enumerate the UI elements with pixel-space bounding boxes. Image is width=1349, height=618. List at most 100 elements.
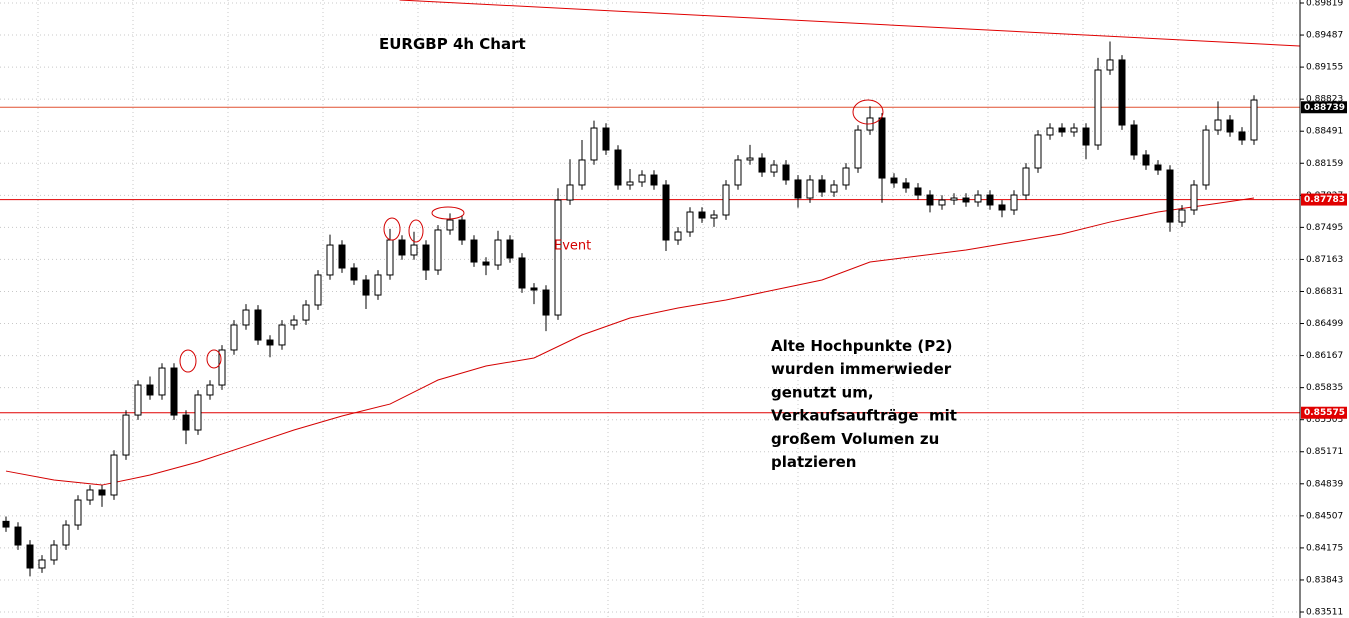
y-tick-label: 0.86831 bbox=[1306, 287, 1343, 297]
candle-body bbox=[554, 199, 562, 316]
candle-body bbox=[590, 127, 598, 161]
candle-body bbox=[782, 164, 790, 181]
candle-body bbox=[962, 197, 970, 203]
y-tick-label: 0.89155 bbox=[1306, 63, 1343, 73]
circle bbox=[431, 206, 465, 220]
candle-body bbox=[998, 204, 1006, 211]
candle-body bbox=[1154, 164, 1162, 171]
candle-body bbox=[818, 179, 826, 193]
level-badge bbox=[1301, 101, 1347, 114]
candle-body bbox=[578, 159, 586, 186]
y-tick-label: 0.88823 bbox=[1306, 95, 1343, 105]
highlight-circles bbox=[179, 99, 884, 373]
candle-body bbox=[194, 394, 202, 431]
y-tick-label: 0.83511 bbox=[1306, 608, 1343, 618]
circle bbox=[179, 349, 197, 373]
candle-body bbox=[686, 211, 694, 233]
candle-body bbox=[74, 499, 82, 526]
candle-body bbox=[350, 267, 358, 281]
candle-body bbox=[650, 174, 658, 186]
candle-body bbox=[446, 219, 454, 231]
candle-body bbox=[1118, 59, 1126, 126]
candle-body bbox=[1010, 194, 1018, 211]
candle-body bbox=[302, 304, 310, 321]
note-line: wurden immerwieder bbox=[771, 360, 952, 378]
level-label: 0.85575 bbox=[1304, 408, 1345, 418]
candle-body bbox=[530, 287, 538, 291]
candle-body bbox=[1250, 99, 1258, 141]
candle-body bbox=[230, 324, 238, 351]
note-line: genutzt um, bbox=[771, 383, 874, 401]
candle-body bbox=[206, 384, 214, 396]
y-tick-label: 0.87163 bbox=[1306, 255, 1343, 265]
candle-body bbox=[422, 244, 430, 271]
candle-body bbox=[770, 164, 778, 173]
candle-body bbox=[1214, 119, 1222, 131]
candle-body bbox=[170, 367, 178, 416]
candle-body bbox=[614, 149, 622, 186]
note: Alte Hochpunkte (P2) wurden immerwieder ge… bbox=[771, 337, 957, 471]
y-tick-label: 0.89819 bbox=[1306, 0, 1343, 8]
level-label: 0.87783 bbox=[1304, 195, 1345, 205]
candle-body bbox=[1106, 59, 1114, 71]
level-badge bbox=[1301, 406, 1347, 419]
candle-body bbox=[86, 489, 94, 501]
candle-body bbox=[1046, 127, 1054, 136]
candle-body bbox=[746, 157, 754, 161]
candle-body bbox=[758, 157, 766, 173]
candle-body bbox=[494, 239, 502, 266]
candle-body bbox=[602, 127, 610, 151]
candle-body bbox=[1166, 169, 1174, 223]
trend-line bbox=[399, 0, 1300, 47]
candle-body bbox=[98, 489, 106, 496]
candle-body bbox=[146, 384, 154, 396]
candle-body bbox=[722, 184, 730, 216]
candle-body bbox=[1226, 119, 1234, 133]
candle-body bbox=[218, 349, 226, 386]
candle-body bbox=[806, 179, 814, 199]
y-tick-label: 0.86499 bbox=[1306, 319, 1343, 329]
candle-body bbox=[1058, 127, 1066, 133]
plot bbox=[0, 0, 1300, 577]
candle-body bbox=[734, 159, 742, 186]
candle-body bbox=[938, 199, 946, 206]
candle-body bbox=[410, 244, 418, 256]
candle-body bbox=[38, 559, 46, 569]
candle-body bbox=[386, 239, 394, 276]
circle bbox=[408, 219, 424, 243]
y-tick-label: 0.88159 bbox=[1306, 159, 1343, 169]
candle-body bbox=[2, 520, 10, 528]
y-tick-label: 0.87495 bbox=[1306, 223, 1343, 233]
candle-body bbox=[434, 229, 442, 271]
candle-body bbox=[1082, 127, 1090, 146]
candle-body bbox=[1142, 154, 1150, 166]
candle-body bbox=[362, 279, 370, 296]
candle-body bbox=[182, 414, 190, 431]
candle-body bbox=[1202, 129, 1210, 186]
candle-body bbox=[698, 211, 706, 219]
level-badge bbox=[1301, 193, 1347, 206]
candle-body bbox=[134, 384, 142, 416]
candle-body bbox=[542, 289, 550, 316]
y-tick-label: 0.85503 bbox=[1306, 415, 1343, 425]
candle-body bbox=[626, 181, 634, 186]
axis-labels: 0.89819 0.89487 0.89155 0.88823 0.88491 0.881… bbox=[1300, 0, 1347, 618]
note-line: Verkaufsaufträge mit bbox=[771, 407, 957, 425]
candle-body bbox=[1178, 209, 1186, 223]
candle-body bbox=[458, 219, 466, 241]
candle-body bbox=[374, 274, 382, 296]
candle-body bbox=[1034, 134, 1042, 169]
circle bbox=[206, 349, 222, 369]
circle bbox=[383, 217, 401, 241]
candle-body bbox=[470, 239, 478, 263]
y-tick-label: 0.83843 bbox=[1306, 575, 1343, 585]
candle-body bbox=[338, 244, 346, 269]
note-line: Alte Hochpunkte (P2) bbox=[771, 337, 953, 355]
candle-body bbox=[1070, 127, 1078, 133]
candle-body bbox=[398, 239, 406, 256]
candle-body bbox=[830, 184, 838, 193]
chart-title: EURGBP 4h Chart bbox=[379, 35, 526, 53]
candle-body bbox=[974, 194, 982, 203]
event-label: Event bbox=[554, 239, 591, 254]
candle-body bbox=[674, 231, 682, 241]
